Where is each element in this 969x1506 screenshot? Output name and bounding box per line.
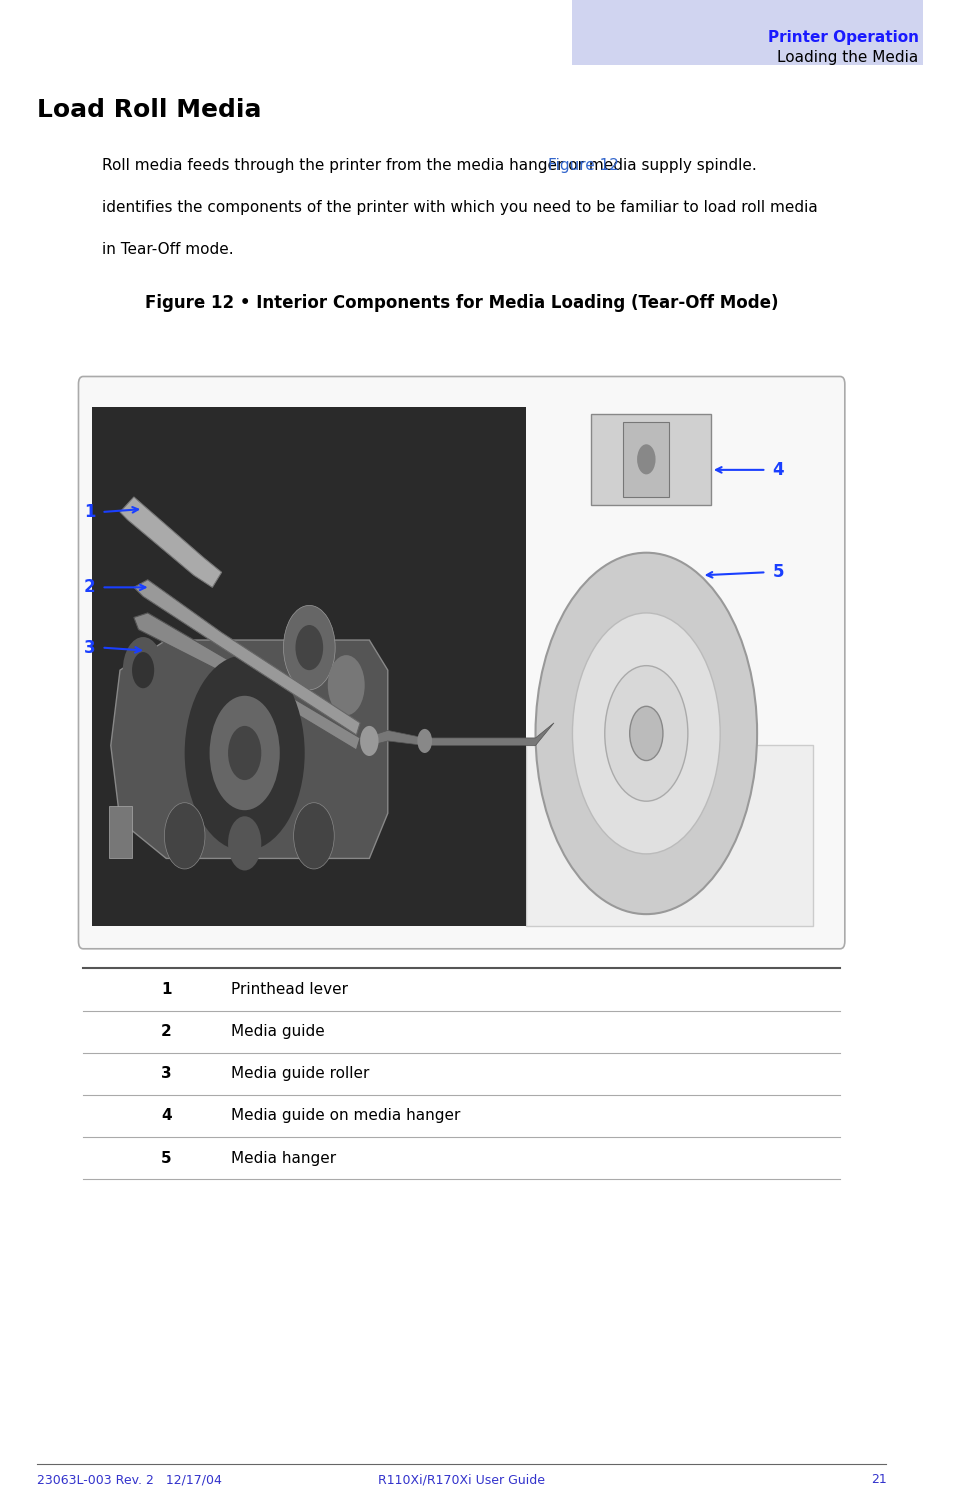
- FancyBboxPatch shape: [78, 376, 844, 949]
- Text: 4: 4: [161, 1108, 172, 1123]
- Circle shape: [294, 803, 334, 869]
- Text: Roll media feeds through the printer from the media hanger or media supply spind: Roll media feeds through the printer fro…: [102, 158, 761, 173]
- Circle shape: [328, 655, 364, 715]
- Circle shape: [209, 696, 279, 810]
- Text: Printer Operation: Printer Operation: [766, 30, 918, 45]
- Text: identifies the components of the printer with which you need to be familiar to l: identifies the components of the printer…: [102, 200, 817, 215]
- Circle shape: [228, 726, 261, 780]
- Bar: [623, 422, 669, 497]
- Circle shape: [184, 655, 304, 851]
- Circle shape: [637, 444, 655, 474]
- Circle shape: [359, 726, 378, 756]
- Circle shape: [164, 803, 204, 869]
- Text: 3: 3: [83, 639, 95, 657]
- Circle shape: [535, 553, 757, 914]
- Polygon shape: [110, 640, 388, 858]
- Text: 5: 5: [771, 563, 783, 581]
- Circle shape: [228, 816, 261, 870]
- Text: 2: 2: [161, 1024, 172, 1039]
- Circle shape: [132, 652, 154, 688]
- Polygon shape: [134, 613, 359, 750]
- Text: Media guide on media hanger: Media guide on media hanger: [231, 1108, 459, 1123]
- Text: 5: 5: [161, 1151, 172, 1166]
- Polygon shape: [364, 723, 553, 747]
- Circle shape: [572, 613, 719, 854]
- Circle shape: [604, 666, 687, 801]
- Text: R110Xi/R170Xi User Guide: R110Xi/R170Xi User Guide: [378, 1473, 545, 1486]
- Bar: [92, 407, 526, 926]
- Text: in Tear-Off mode.: in Tear-Off mode.: [102, 242, 233, 258]
- Text: Loading the Media: Loading the Media: [776, 50, 918, 65]
- Text: 3: 3: [161, 1066, 172, 1081]
- Text: Media guide: Media guide: [231, 1024, 325, 1039]
- Text: Printhead lever: Printhead lever: [231, 982, 348, 997]
- Polygon shape: [134, 580, 359, 735]
- Text: Figure 12: Figure 12: [547, 158, 618, 173]
- Text: Media hanger: Media hanger: [231, 1151, 335, 1166]
- Circle shape: [296, 625, 323, 670]
- Text: 21: 21: [870, 1473, 886, 1486]
- Text: Load Roll Media: Load Roll Media: [37, 98, 262, 122]
- Polygon shape: [120, 497, 221, 587]
- Text: 4: 4: [771, 461, 783, 479]
- Circle shape: [123, 637, 163, 703]
- Text: 2: 2: [83, 578, 95, 596]
- Bar: [572, 0, 922, 65]
- Text: Media guide roller: Media guide roller: [231, 1066, 369, 1081]
- Bar: [109, 806, 132, 858]
- Text: Figure 12 • Interior Components for Media Loading (Tear-Off Mode): Figure 12 • Interior Components for Medi…: [144, 294, 777, 312]
- Circle shape: [629, 706, 662, 761]
- Text: 1: 1: [161, 982, 172, 997]
- Bar: [590, 414, 710, 505]
- Text: 23063L-003 Rev. 2   12/17/04: 23063L-003 Rev. 2 12/17/04: [37, 1473, 222, 1486]
- Bar: [526, 745, 812, 926]
- Text: 1: 1: [83, 503, 95, 521]
- Circle shape: [283, 605, 335, 690]
- Circle shape: [417, 729, 431, 753]
